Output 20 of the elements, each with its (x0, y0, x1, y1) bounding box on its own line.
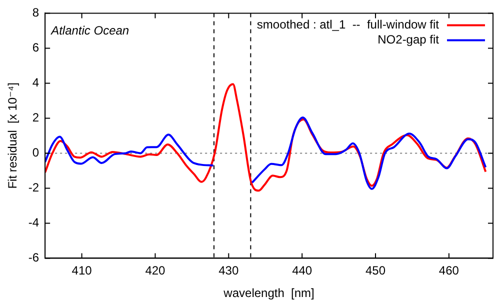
legend-label: NO2-gap fit (378, 32, 440, 47)
legend-label: smoothed : atl_1 -- full-window fit (256, 18, 440, 32)
x-tick-label: 420 (145, 264, 166, 278)
x-tick-label: 440 (292, 264, 312, 278)
y-tick-label: 0 (32, 146, 40, 160)
y-tick-label: 4 (32, 76, 40, 90)
y-tick-label: -4 (28, 216, 40, 230)
y-axis-title: Fit residual [x 10⁻⁴] (6, 82, 20, 189)
x-tick-label: 460 (438, 264, 460, 278)
y-tick-label: 8 (32, 6, 40, 20)
line-series (45, 83, 487, 192)
annotation: Atlantic Ocean (50, 24, 130, 38)
y-tick-label: -6 (28, 250, 40, 265)
y-tick-label: -2 (28, 180, 40, 195)
x-tick-label: 430 (218, 264, 239, 278)
x-tick-label: 410 (72, 264, 92, 278)
y-tick-label: 2 (32, 110, 40, 125)
y-tick-label: 6 (32, 40, 40, 55)
x-axis-title: wavelength [nm] (222, 286, 314, 300)
x-tick-label: 450 (365, 264, 386, 278)
